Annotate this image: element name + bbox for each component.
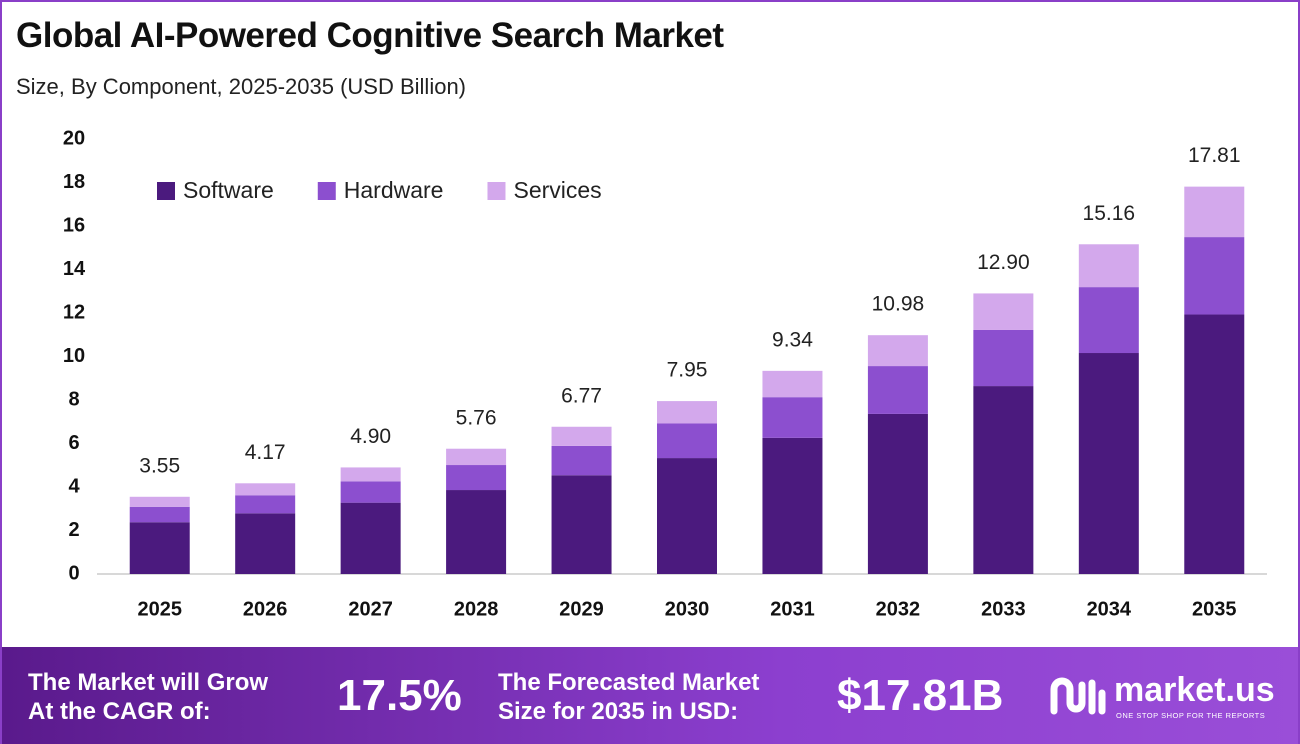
bar-segment [235,495,296,514]
bar-segment [129,506,190,523]
bar-segment [973,329,1034,387]
forecast-value: $17.81B [837,671,1004,720]
bar-segment [129,522,190,574]
total-label: 10.98 [872,293,925,316]
total-label: 7.95 [667,359,708,382]
x-tick-label: 2026 [243,598,288,620]
bar-segment [446,490,507,574]
bar-segment [867,335,928,367]
y-tick-label: 0 [68,562,79,584]
y-tick-label: 10 [63,345,85,367]
bar-segment [762,397,823,438]
x-tick-label: 2029 [559,598,604,620]
total-label: 15.16 [1083,202,1136,225]
bar-segment [1184,314,1245,574]
bar-segment [446,448,507,466]
bar-segment [867,366,928,414]
bar-segment [235,513,296,574]
bar-segment [235,483,296,496]
bar-segment [1184,237,1245,315]
x-tick-label: 2032 [876,598,921,620]
y-tick-label: 4 [68,475,80,497]
forecast-line: The Forecasted Market [498,669,760,696]
bar-segment [867,413,928,574]
total-label: 3.55 [139,454,180,477]
x-tick-label: 2025 [137,598,182,620]
bar-segment [551,426,612,446]
legend-swatch [157,182,175,200]
forecast-line: Size for 2035 in USD: [498,698,739,725]
tagline: ONE STOP SHOP FOR THE REPORTS [1116,711,1266,720]
chart-subtitle: Size, By Component, 2025-2035 (USD Billi… [16,74,467,99]
bar-segment [129,496,190,507]
total-label: 12.90 [977,251,1030,274]
bar-segment [1078,353,1139,574]
y-tick-label: 12 [63,301,85,323]
total-label: 9.34 [772,328,813,351]
y-tick-label: 8 [68,388,79,410]
chart: 0 2 4 6 8 10 12 14 16 18 20 Software Hardware Service… [63,127,1267,620]
legend-label: Services [513,177,601,203]
x-tick-label: 2028 [454,598,499,620]
footer: The Market will Grow At the CAGR of: 17.… [2,647,1298,744]
x-tick-label: 2030 [665,598,710,620]
bar-segment [551,475,612,574]
bar-segment [973,293,1034,330]
bar-segment [551,445,612,476]
bar-segment [762,370,823,398]
y-tick-label: 2 [68,519,79,541]
bar-segment [1078,244,1139,288]
bar-segment [762,437,823,574]
y-tick-label: 14 [63,258,86,280]
bar-segment [340,502,401,574]
forecast-text: The Forecasted Market Size for 2035 in U… [498,668,759,726]
y-tick-label: 18 [63,171,85,193]
legend-swatch [317,182,336,200]
bar-segment [657,423,717,459]
y-tick-label: 6 [68,432,79,454]
brand: market.us [1114,671,1275,709]
x-tick-label: 2033 [981,598,1026,620]
legend-label: Hardware [344,177,444,203]
total-label: 5.76 [456,406,497,429]
cagr-value: 17.5% [337,671,462,720]
bar-segment [657,401,717,424]
bar-segment [1184,186,1245,238]
bar-segment [657,458,717,574]
cagr-line: At the CAGR of: [28,698,211,725]
legend-swatch [487,182,506,200]
bar-segment [340,481,401,503]
chart-title: Global AI-Powered Cognitive Search Marke… [16,16,724,55]
y-tick-label: 20 [63,127,85,149]
x-tick-label: 2035 [1192,598,1237,620]
total-label: 4.17 [245,441,286,464]
x-tick-label: 2031 [770,598,815,620]
cagr-line: The Market will Grow [28,669,269,696]
x-tick-label: 2027 [348,598,393,620]
bar-segment [973,386,1034,574]
cagr-text: The Market will Grow At the CAGR of: [28,668,268,726]
total-label: 17.81 [1188,144,1241,167]
x-tick-label: 2034 [1087,598,1132,620]
total-label: 4.90 [350,425,391,448]
bar-segment [446,465,507,491]
legend-label: Software [183,177,274,203]
bar-segment [1078,287,1139,354]
y-tick-label: 16 [63,214,85,236]
brand-logo [1050,677,1106,715]
bar-segment [340,467,401,482]
total-label: 6.77 [561,384,602,407]
